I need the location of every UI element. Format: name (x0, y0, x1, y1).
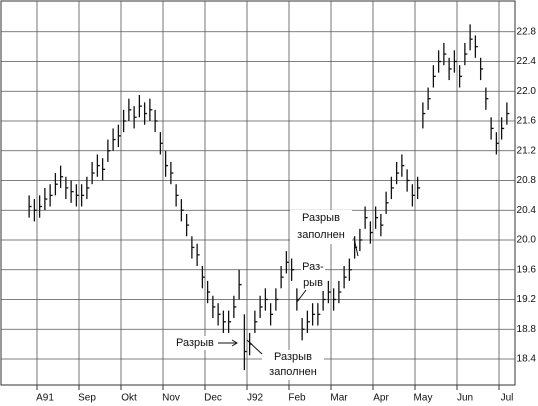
x-tick-label: A91 (36, 393, 54, 404)
bars (28, 24, 510, 371)
annotation: рыв (303, 277, 323, 289)
annotation: Раз- (302, 261, 324, 273)
y-tick-label: 22.8 (517, 26, 537, 37)
annotation-bg (290, 210, 352, 244)
y-tick-label: 22.0 (517, 86, 537, 97)
annotation: заполнен (297, 229, 345, 241)
annotation-arrow (296, 289, 307, 303)
y-tick-label: 22.4 (517, 56, 537, 67)
y-tick-label: 20.4 (517, 205, 537, 216)
annotation-bg (262, 350, 324, 380)
y-tick-label: 20.8 (517, 175, 537, 186)
annotation: Разрыв (274, 351, 312, 363)
x-tick-label: Mar (330, 393, 348, 404)
annotation-bg (174, 336, 216, 350)
y-tick-label: 18.8 (517, 324, 537, 335)
annotation: Разрыв (302, 212, 340, 224)
annotation-arrow (353, 237, 359, 257)
annotation: заполнен (269, 366, 317, 378)
x-tick-label: Dec (204, 393, 222, 404)
x-tick-label: Nov (162, 393, 180, 404)
x-tick-label: Feb (288, 393, 306, 404)
plot-frame (0, 0, 516, 386)
y-tick-label: 20.0 (517, 235, 537, 246)
y-tick-label: 21.6 (517, 116, 537, 127)
x-tick-label: J92 (247, 393, 264, 404)
x-tick-label: Jun (457, 393, 473, 404)
annotation-texts: Разрыв заполнен Раз- рыв Разрыв Разрыв з… (176, 212, 345, 378)
y-tick-label: 21.2 (517, 145, 537, 156)
x-tick-label: Apr (373, 393, 389, 404)
x-tick-label: Sep (78, 393, 96, 404)
x-tick-label: Okt (121, 393, 137, 404)
annotation-bg (301, 259, 325, 291)
x-tick-label: May (414, 393, 433, 404)
annotation-arrowhead (231, 339, 238, 347)
annotation: Разрыв (176, 337, 214, 349)
y-tick-label: 19.2 (517, 294, 537, 305)
annotations (174, 210, 359, 380)
y-tick-label: 18.4 (517, 354, 537, 365)
x-tick-label: Jul (501, 393, 514, 404)
y-tick-label: 19.6 (517, 264, 537, 275)
annotation-arrow (246, 339, 263, 355)
